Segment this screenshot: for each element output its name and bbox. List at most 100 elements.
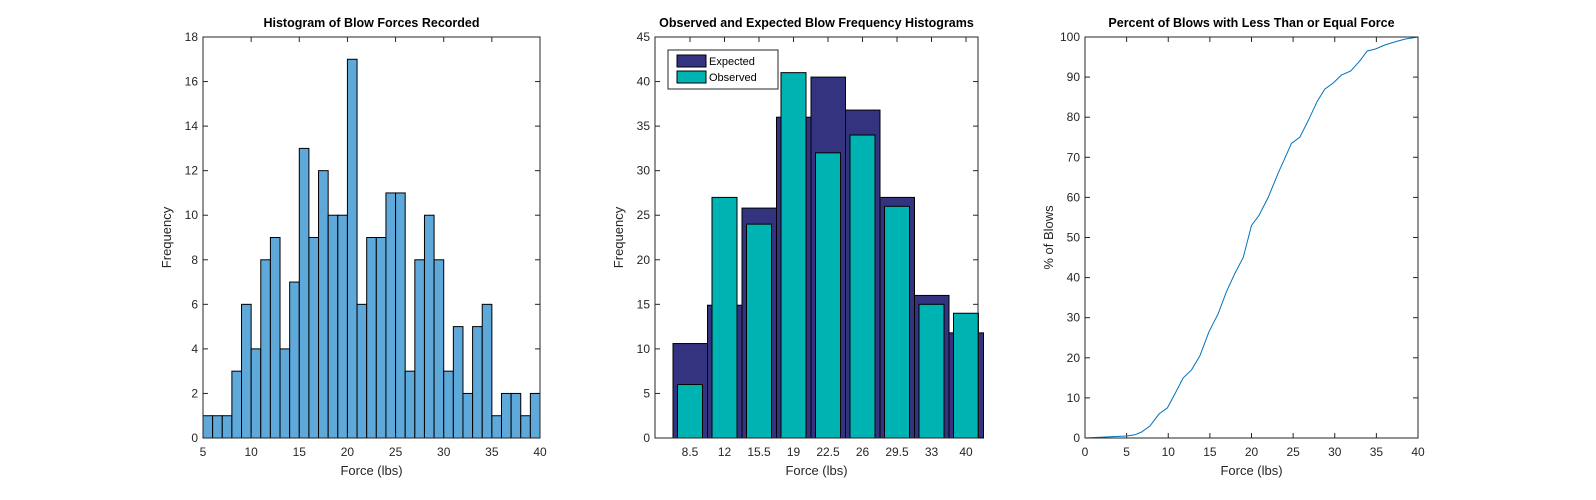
histogram-bar bbox=[327, 214, 339, 439]
axes-box bbox=[1084, 36, 1419, 439]
y-tick-label: 30 bbox=[637, 164, 651, 178]
histogram-bar bbox=[375, 237, 387, 439]
histogram-bar bbox=[279, 348, 291, 439]
y-tick-label: 35 bbox=[637, 119, 651, 133]
x-tick-label: 22.5 bbox=[816, 445, 840, 459]
axes-box bbox=[654, 36, 979, 439]
x-tick-label: 0 bbox=[1082, 445, 1089, 459]
histogram-bar bbox=[202, 415, 214, 439]
histogram-bar bbox=[423, 214, 435, 439]
x-tick-label: 35 bbox=[1370, 445, 1384, 459]
x-tick-label: 5 bbox=[1123, 445, 1130, 459]
y-tick-label: 70 bbox=[1067, 150, 1081, 164]
legend-swatch bbox=[676, 54, 707, 68]
histogram-bar bbox=[337, 214, 348, 439]
observed-bar bbox=[918, 303, 945, 439]
observed-bar bbox=[953, 312, 979, 439]
histogram-bar bbox=[452, 326, 464, 439]
x-tick-label: 33 bbox=[925, 445, 939, 459]
histogram-bar bbox=[443, 370, 454, 439]
axes-box bbox=[202, 36, 541, 439]
observed-bar bbox=[711, 196, 738, 439]
histogram-bar bbox=[269, 237, 281, 439]
histogram-bar bbox=[520, 415, 531, 439]
chart-title: Histogram of Blow Forces Recorded bbox=[263, 16, 479, 30]
x-tick-label: 30 bbox=[1328, 445, 1342, 459]
y-tick-label: 80 bbox=[1067, 110, 1081, 124]
x-tick-label: 10 bbox=[1162, 445, 1176, 459]
observed-bar bbox=[849, 134, 876, 439]
x-axis-label: Force (lbs) bbox=[340, 463, 402, 478]
y-tick-label: 90 bbox=[1067, 70, 1081, 84]
x-tick-label: 40 bbox=[1411, 445, 1425, 459]
legend-label: Observed bbox=[709, 72, 757, 84]
x-tick-label: 8.5 bbox=[682, 445, 699, 459]
y-tick-label: 12 bbox=[185, 164, 199, 178]
observed-bar bbox=[780, 72, 807, 439]
y-tick-label: 14 bbox=[185, 119, 199, 133]
histogram-bar bbox=[395, 192, 406, 439]
legend-label: Expected bbox=[709, 56, 755, 68]
observed-bar bbox=[677, 384, 703, 439]
y-tick-label: 0 bbox=[1073, 431, 1080, 445]
x-axis-label: Force (lbs) bbox=[1220, 463, 1282, 478]
y-tick-label: 100 bbox=[1060, 30, 1080, 44]
x-tick-label: 10 bbox=[244, 445, 258, 459]
y-tick-label: 0 bbox=[191, 431, 198, 445]
y-tick-label: 40 bbox=[1067, 271, 1081, 285]
y-tick-label: 18 bbox=[185, 30, 199, 44]
legend: Expected Observed bbox=[667, 49, 779, 90]
y-tick-label: 10 bbox=[637, 342, 651, 356]
legend-swatch bbox=[676, 70, 707, 84]
y-axis-label: Frequency bbox=[611, 206, 626, 268]
histogram-bar bbox=[462, 392, 474, 439]
histogram-bar bbox=[472, 326, 483, 439]
y-tick-label: 40 bbox=[637, 75, 651, 89]
y-tick-label: 4 bbox=[191, 342, 198, 356]
histogram-bar bbox=[510, 392, 522, 439]
histogram-bar bbox=[529, 392, 541, 439]
x-tick-label: 35 bbox=[485, 445, 499, 459]
histogram-bar bbox=[346, 58, 358, 439]
x-tick-label: 5 bbox=[200, 445, 207, 459]
y-tick-label: 50 bbox=[1067, 231, 1081, 245]
y-tick-label: 20 bbox=[637, 253, 651, 267]
y-tick-label: 30 bbox=[1067, 311, 1081, 325]
histogram-blow-forces-axes: 0 2 4 6 8 10 12 14 16 18 Histogram of Blow Forces … bbox=[159, 16, 547, 478]
histogram-bar bbox=[385, 192, 397, 439]
x-tick-label: 15.5 bbox=[747, 445, 771, 459]
x-tick-label: 29.5 bbox=[885, 445, 909, 459]
y-tick-label: 0 bbox=[643, 431, 650, 445]
histogram-bar bbox=[491, 415, 502, 439]
histogram-bar bbox=[308, 237, 320, 439]
y-tick-label: 6 bbox=[191, 297, 198, 311]
histogram-bar bbox=[289, 281, 300, 439]
y-tick-label: 25 bbox=[637, 208, 651, 222]
histogram-bar bbox=[414, 259, 425, 439]
x-axis-label: Force (lbs) bbox=[785, 463, 847, 478]
y-tick-label: 5 bbox=[643, 386, 650, 400]
x-tick-label: 30 bbox=[437, 445, 451, 459]
x-tick-label: 20 bbox=[341, 445, 355, 459]
x-tick-label: 25 bbox=[1286, 445, 1300, 459]
histogram-bar bbox=[356, 303, 368, 439]
x-tick-label: 25 bbox=[389, 445, 403, 459]
histogram-bar bbox=[241, 303, 252, 439]
y-tick-label: 10 bbox=[1067, 391, 1081, 405]
observed-bar bbox=[815, 152, 841, 439]
histogram-bar bbox=[433, 259, 445, 439]
observed-expected-histogram-axes: 0 5 10 15 20 25 30 35 40 45 Observed and Expected … bbox=[611, 16, 984, 478]
histogram-bar bbox=[231, 370, 243, 439]
x-tick-label: 15 bbox=[293, 445, 307, 459]
chart-title: Observed and Expected Blow Frequency His… bbox=[659, 16, 974, 30]
histogram-bar bbox=[404, 370, 416, 439]
histogram-bar bbox=[318, 170, 329, 439]
chart-title: Percent of Blows with Less Than or Equal… bbox=[1108, 16, 1394, 30]
y-tick-label: 15 bbox=[637, 297, 651, 311]
histogram-bar bbox=[481, 303, 493, 439]
y-tick-label: 2 bbox=[191, 386, 198, 400]
y-tick-label: 10 bbox=[185, 208, 199, 222]
x-tick-label: 20 bbox=[1245, 445, 1259, 459]
histogram-bar bbox=[221, 415, 233, 439]
